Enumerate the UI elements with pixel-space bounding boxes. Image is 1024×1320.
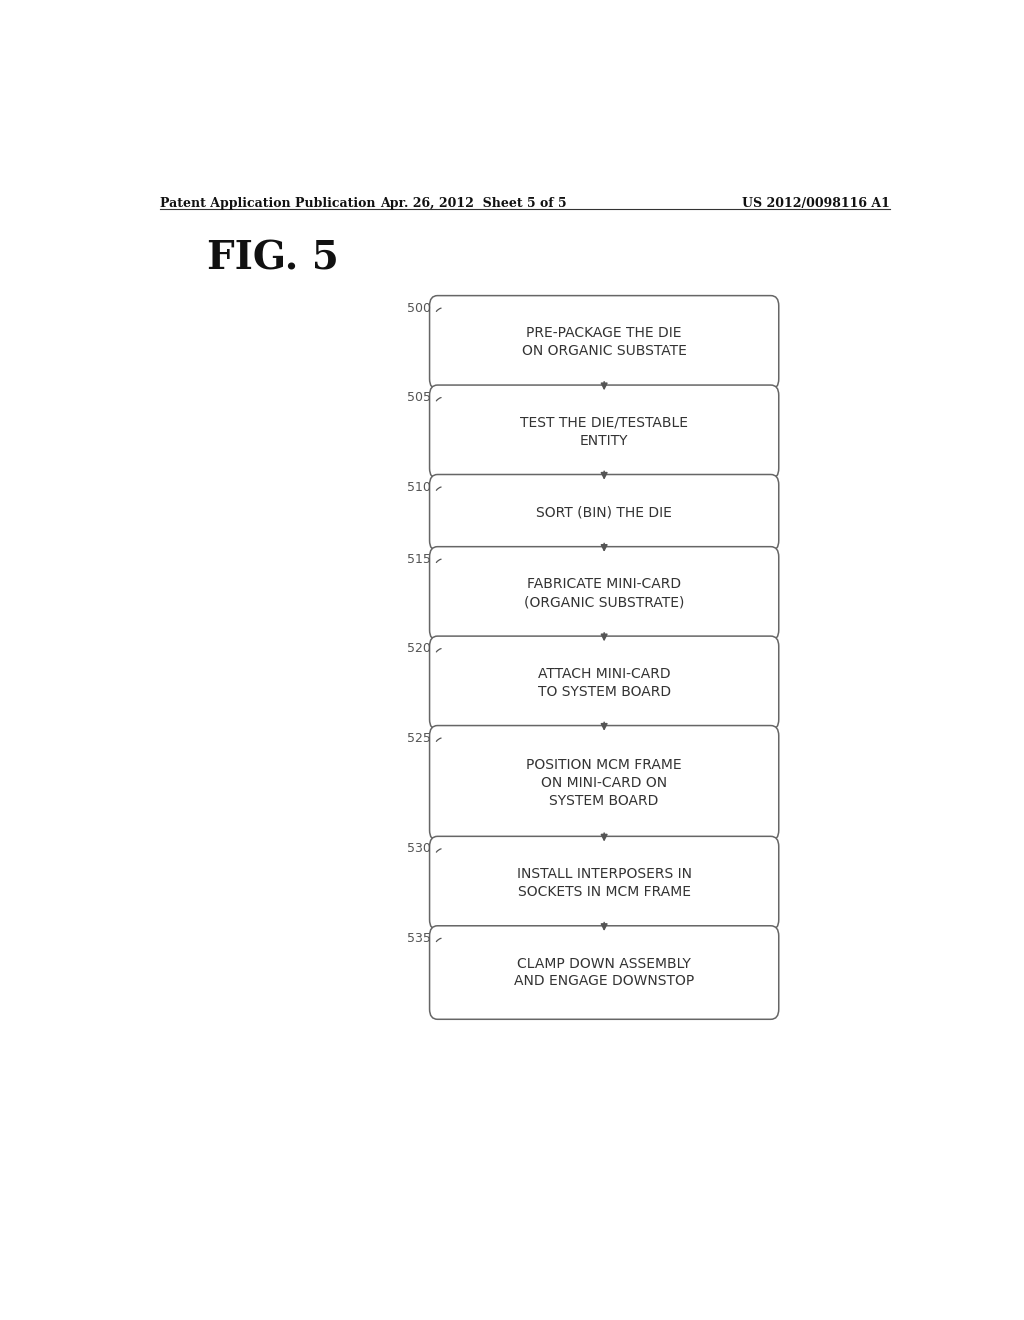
FancyBboxPatch shape bbox=[430, 385, 779, 479]
Text: 520: 520 bbox=[408, 643, 431, 655]
Text: 500: 500 bbox=[408, 302, 431, 314]
Text: 510: 510 bbox=[408, 480, 431, 494]
Text: 505: 505 bbox=[408, 391, 431, 404]
FancyBboxPatch shape bbox=[430, 837, 779, 929]
FancyBboxPatch shape bbox=[430, 726, 779, 841]
Text: SORT (BIN) THE DIE: SORT (BIN) THE DIE bbox=[537, 506, 672, 520]
Text: FABRICATE MINI-CARD
(ORGANIC SUBSTRATE): FABRICATE MINI-CARD (ORGANIC SUBSTRATE) bbox=[524, 577, 684, 610]
Text: ATTACH MINI-CARD
TO SYSTEM BOARD: ATTACH MINI-CARD TO SYSTEM BOARD bbox=[538, 667, 671, 698]
Text: US 2012/0098116 A1: US 2012/0098116 A1 bbox=[742, 197, 890, 210]
Text: 525: 525 bbox=[408, 731, 431, 744]
Text: INSTALL INTERPOSERS IN
SOCKETS IN MCM FRAME: INSTALL INTERPOSERS IN SOCKETS IN MCM FR… bbox=[517, 867, 691, 899]
Text: Patent Application Publication: Patent Application Publication bbox=[160, 197, 375, 210]
FancyBboxPatch shape bbox=[430, 296, 779, 389]
Text: FIG. 5: FIG. 5 bbox=[207, 240, 339, 277]
FancyBboxPatch shape bbox=[430, 474, 779, 550]
FancyBboxPatch shape bbox=[430, 636, 779, 730]
Text: CLAMP DOWN ASSEMBLY
AND ENGAGE DOWNSTOP: CLAMP DOWN ASSEMBLY AND ENGAGE DOWNSTOP bbox=[514, 957, 694, 989]
FancyBboxPatch shape bbox=[430, 925, 779, 1019]
Text: PRE-PACKAGE THE DIE
ON ORGANIC SUBSTATE: PRE-PACKAGE THE DIE ON ORGANIC SUBSTATE bbox=[521, 326, 687, 358]
Text: 515: 515 bbox=[408, 553, 431, 566]
Text: TEST THE DIE/TESTABLE
ENTITY: TEST THE DIE/TESTABLE ENTITY bbox=[520, 416, 688, 447]
Text: 530: 530 bbox=[408, 842, 431, 855]
Text: Apr. 26, 2012  Sheet 5 of 5: Apr. 26, 2012 Sheet 5 of 5 bbox=[380, 197, 566, 210]
Text: POSITION MCM FRAME
ON MINI-CARD ON
SYSTEM BOARD: POSITION MCM FRAME ON MINI-CARD ON SYSTE… bbox=[526, 758, 682, 808]
Text: 535: 535 bbox=[408, 932, 431, 945]
FancyBboxPatch shape bbox=[430, 546, 779, 640]
